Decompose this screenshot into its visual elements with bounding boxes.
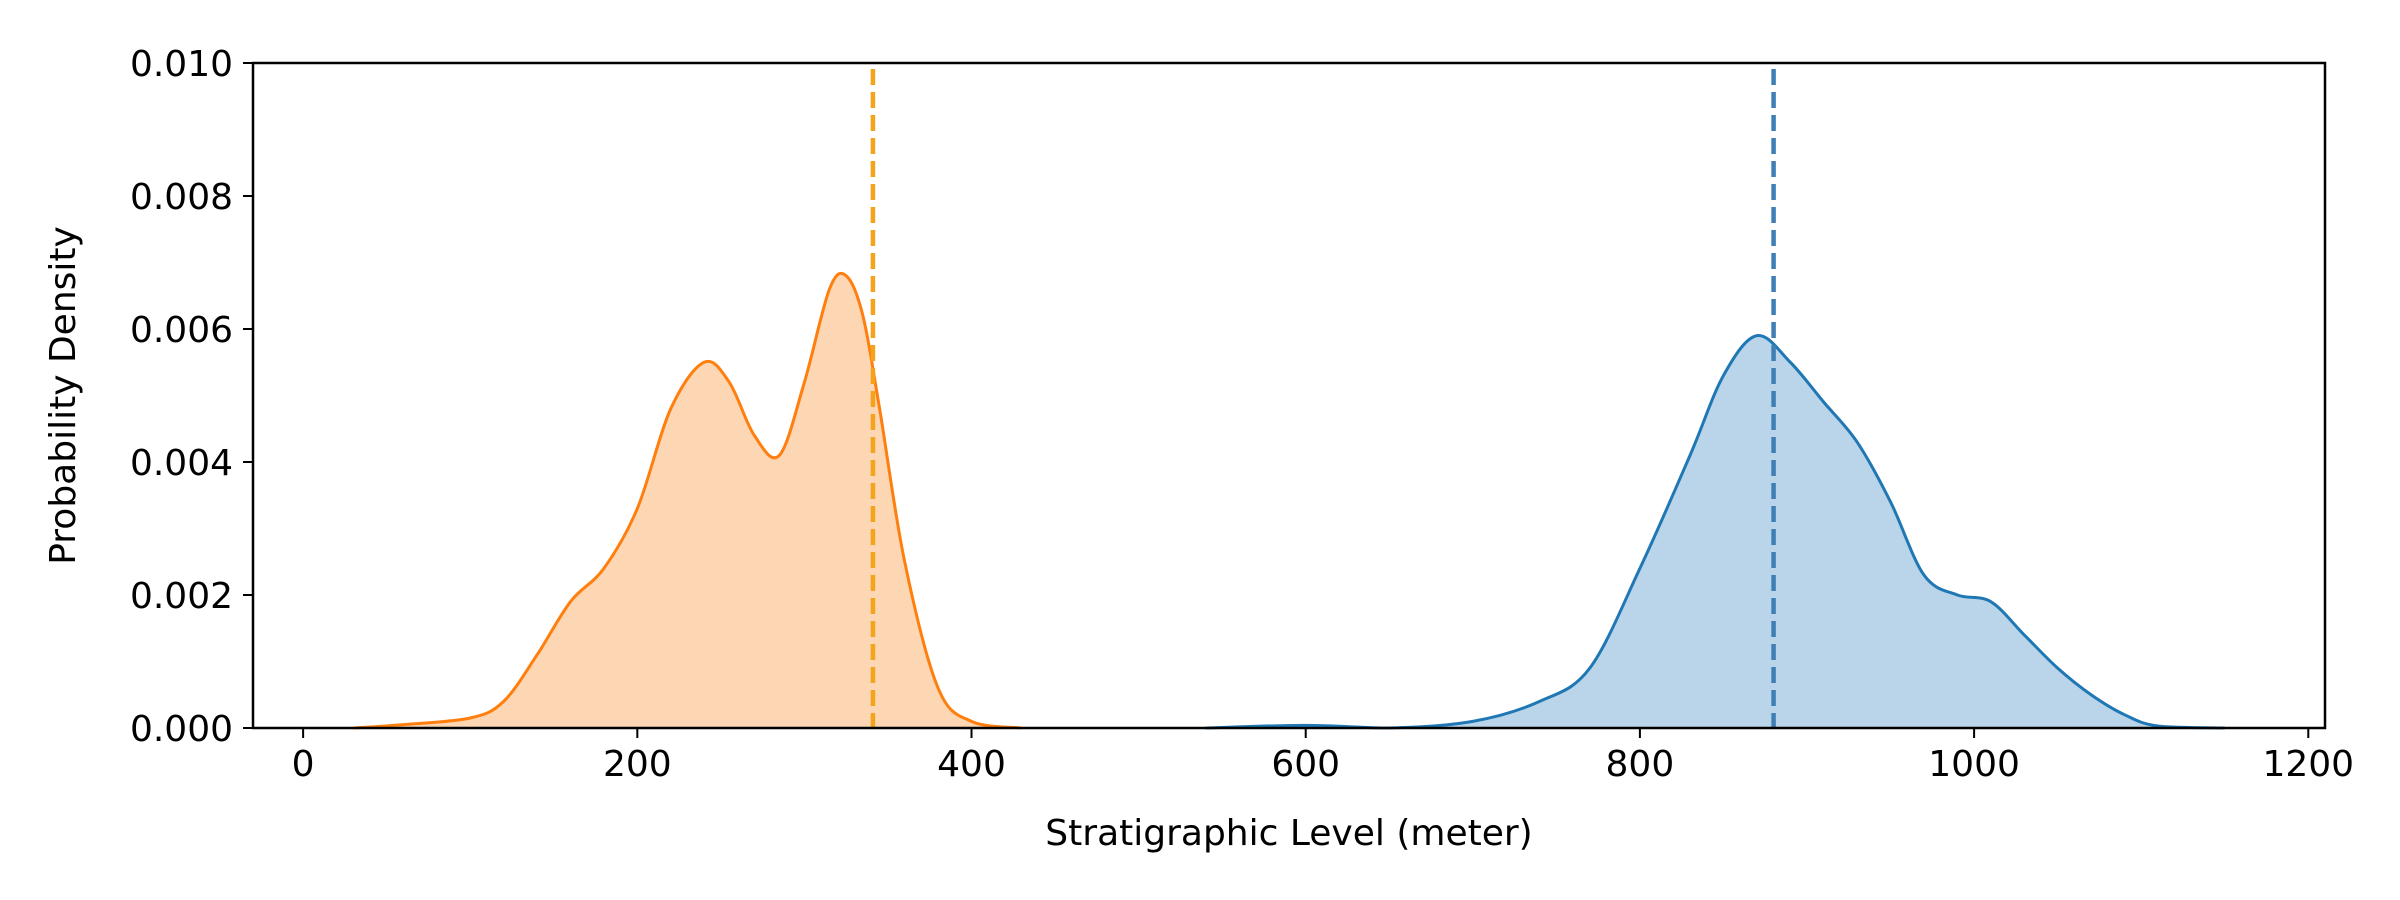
x-axis-ticks: 0 200 400 600 800 1000 1200 <box>292 728 2354 785</box>
x-tick-label: 1000 <box>1928 744 2020 785</box>
series-0-area <box>353 273 1022 728</box>
y-axis-label: Probability Density <box>43 226 84 565</box>
y-tick-label: 0.006 <box>130 310 233 351</box>
x-axis-label: Stratigraphic Level (meter) <box>1045 813 1532 854</box>
x-tick-label: 400 <box>937 744 1006 785</box>
x-tick-label: 1200 <box>2262 744 2354 785</box>
plot-frame <box>251 61 2327 730</box>
series-1-line <box>1205 334 2225 730</box>
x-tick-label: 600 <box>1271 744 1340 785</box>
x-tick-label: 0 <box>292 744 315 785</box>
series-layer <box>353 271 2225 730</box>
reference-lines <box>870 69 1776 728</box>
y-axis-ticks: 0.000 0.002 0.004 0.006 0.008 0.010 <box>130 44 253 750</box>
x-tick-label: 800 <box>1606 744 1675 785</box>
y-tick-label: 0.010 <box>130 44 233 85</box>
y-tick-label: 0.008 <box>130 177 233 218</box>
y-tick-label: 0.004 <box>130 443 233 484</box>
y-tick-label: 0.000 <box>130 709 233 750</box>
series-1-area <box>1205 335 2225 728</box>
y-tick-label: 0.002 <box>130 576 233 617</box>
x-tick-label: 200 <box>603 744 672 785</box>
series-0-line <box>353 271 1022 730</box>
